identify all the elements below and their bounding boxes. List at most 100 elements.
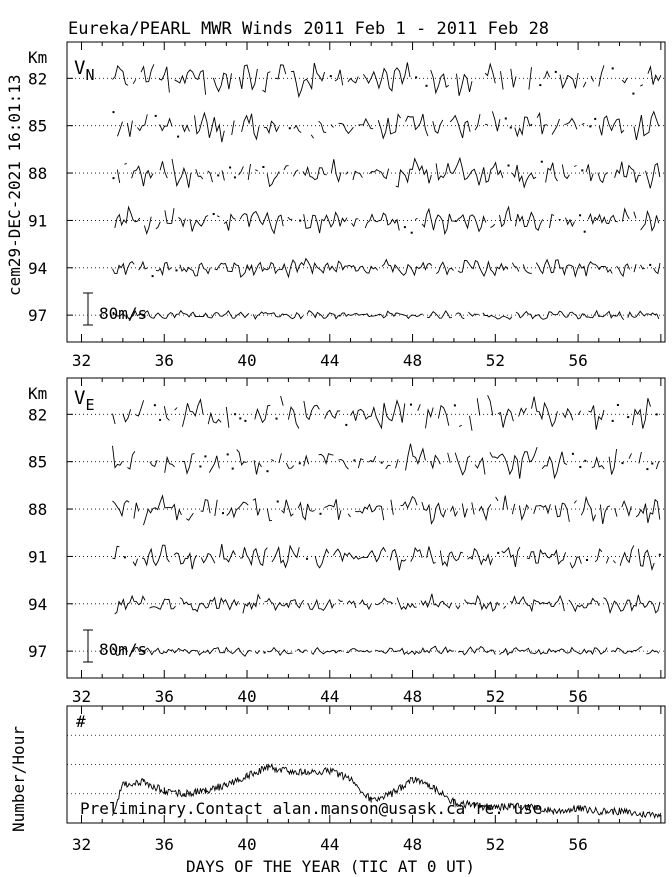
vn-y-tick-label: 88 (28, 164, 47, 183)
vn-trace-85km (214, 257, 378, 279)
ve-point-94km (266, 470, 269, 473)
vn-x-tick-label: 48 (403, 351, 422, 370)
ve-trace-94km (489, 447, 538, 479)
vn-point-94km (589, 125, 592, 128)
ve-trace-97km (112, 413, 116, 425)
vn-trace-82km (306, 309, 423, 320)
ve-trace-97km (458, 424, 462, 427)
vn-point-97km (415, 76, 418, 79)
ve-trace-85km (420, 593, 452, 609)
vn-trace-94km (241, 113, 260, 141)
vn-trace-82km (482, 312, 513, 320)
vn-trace-97km (363, 62, 411, 92)
ve-trace-85km (307, 598, 335, 612)
ve-trace-88km (314, 548, 330, 569)
ve-trace-85km (179, 596, 239, 613)
ve-point-94km (579, 466, 582, 468)
ve-trace-97km (174, 407, 178, 411)
ve-trace-97km (163, 406, 170, 421)
ve-trace-97km (631, 398, 651, 429)
ve-scale-bar: 80m/s (83, 629, 147, 663)
ve-trace-91km (461, 503, 468, 518)
vn-x-tick-labels: 32 36 40 44 48 52 56 (72, 351, 588, 370)
vn-unit-label: Km (28, 48, 47, 67)
ve-y-tick-label: 88 (28, 500, 47, 519)
vn-trace-94km (491, 111, 501, 132)
ve-label-sub: E (85, 396, 94, 414)
vn-label-sub: N (85, 66, 94, 84)
ve-point-94km (646, 468, 649, 471)
vn-trace-97km (262, 71, 271, 93)
vn-trace-88km (223, 213, 236, 231)
ve-panel-label: VE (74, 387, 94, 414)
vn-trace-94km (263, 120, 280, 135)
vn-trace-91km (266, 171, 280, 188)
ve-trace-97km (437, 404, 450, 426)
vn-trace-88km (143, 216, 152, 235)
vn-trace-94km (310, 134, 314, 139)
vn-trace-91km (221, 170, 225, 181)
vn-trace-91km (645, 162, 661, 189)
ve-trace-94km (655, 461, 660, 470)
vn-trace-91km (195, 169, 204, 180)
vn-point-94km (509, 126, 512, 129)
ve-trace-94km (474, 456, 486, 475)
vn-trace-85km (522, 264, 532, 274)
vn-trace-94km (449, 114, 471, 139)
vn-trace-88km (558, 218, 562, 221)
ve-x-tick-label: 40 (237, 687, 256, 706)
ve-trace-94km (628, 453, 632, 459)
vn-trace-91km (330, 159, 342, 184)
vn-trace-85km (138, 260, 148, 271)
ve-point-94km (353, 459, 356, 462)
vn-trace-91km (171, 158, 192, 188)
vn-point-88km (403, 226, 406, 229)
ve-point-94km (651, 462, 654, 465)
ve-trace-88km (132, 558, 139, 567)
vn-trace-91km (116, 169, 121, 183)
ve-trace-85km (338, 599, 343, 602)
ve-trace-91km (112, 500, 130, 518)
vn-trace-91km (614, 161, 641, 183)
vn-trace-91km (302, 165, 327, 181)
vn-point-91km (112, 177, 115, 180)
vn-scale-label: 80m/s (99, 304, 147, 323)
ve-point-91km (222, 512, 224, 515)
ve-trace-85km (264, 597, 305, 612)
ve-trace-94km (541, 451, 568, 480)
ve-trace-97km (225, 406, 230, 428)
ve-trace-97km (518, 407, 527, 417)
ve-trace-97km (207, 411, 222, 425)
vn-trace-97km (500, 71, 504, 90)
ve-trace-85km (375, 597, 394, 606)
ve-trace-94km (112, 445, 123, 469)
ve-point-97km (616, 404, 619, 406)
ve-trace-94km (253, 460, 262, 475)
ve-trace-97km (324, 409, 341, 419)
ve-point-97km (244, 419, 247, 422)
vn-trace-91km (395, 157, 432, 188)
vn-trace-97km (132, 79, 137, 85)
vn-trace-91km (511, 165, 537, 189)
ve-trace-85km (568, 597, 600, 613)
vn-trace-82km (468, 311, 479, 317)
vn-trace-91km (369, 168, 390, 180)
vn-trace-88km (189, 215, 209, 232)
vn-trace-85km (511, 262, 520, 272)
vn-trace-97km (544, 70, 551, 79)
ve-point-97km (627, 416, 630, 419)
vn-trace-94km (405, 113, 429, 137)
vn-wind-traces (112, 62, 662, 321)
ve-trace-94km (271, 459, 275, 462)
vn-trace-97km (275, 64, 287, 80)
vn-trace-94km (117, 121, 123, 137)
vn-trace-97km (647, 65, 662, 85)
ve-trace-91km (200, 499, 211, 514)
vn-trace-82km (515, 309, 624, 321)
ve-y-tick-label: 91 (28, 547, 47, 566)
vn-trace-94km (514, 116, 533, 138)
vn-x-tick-label: 40 (237, 351, 256, 370)
vn-trace-88km (303, 211, 348, 234)
vn-trace-91km (238, 166, 244, 176)
ve-trace-94km (318, 453, 334, 465)
